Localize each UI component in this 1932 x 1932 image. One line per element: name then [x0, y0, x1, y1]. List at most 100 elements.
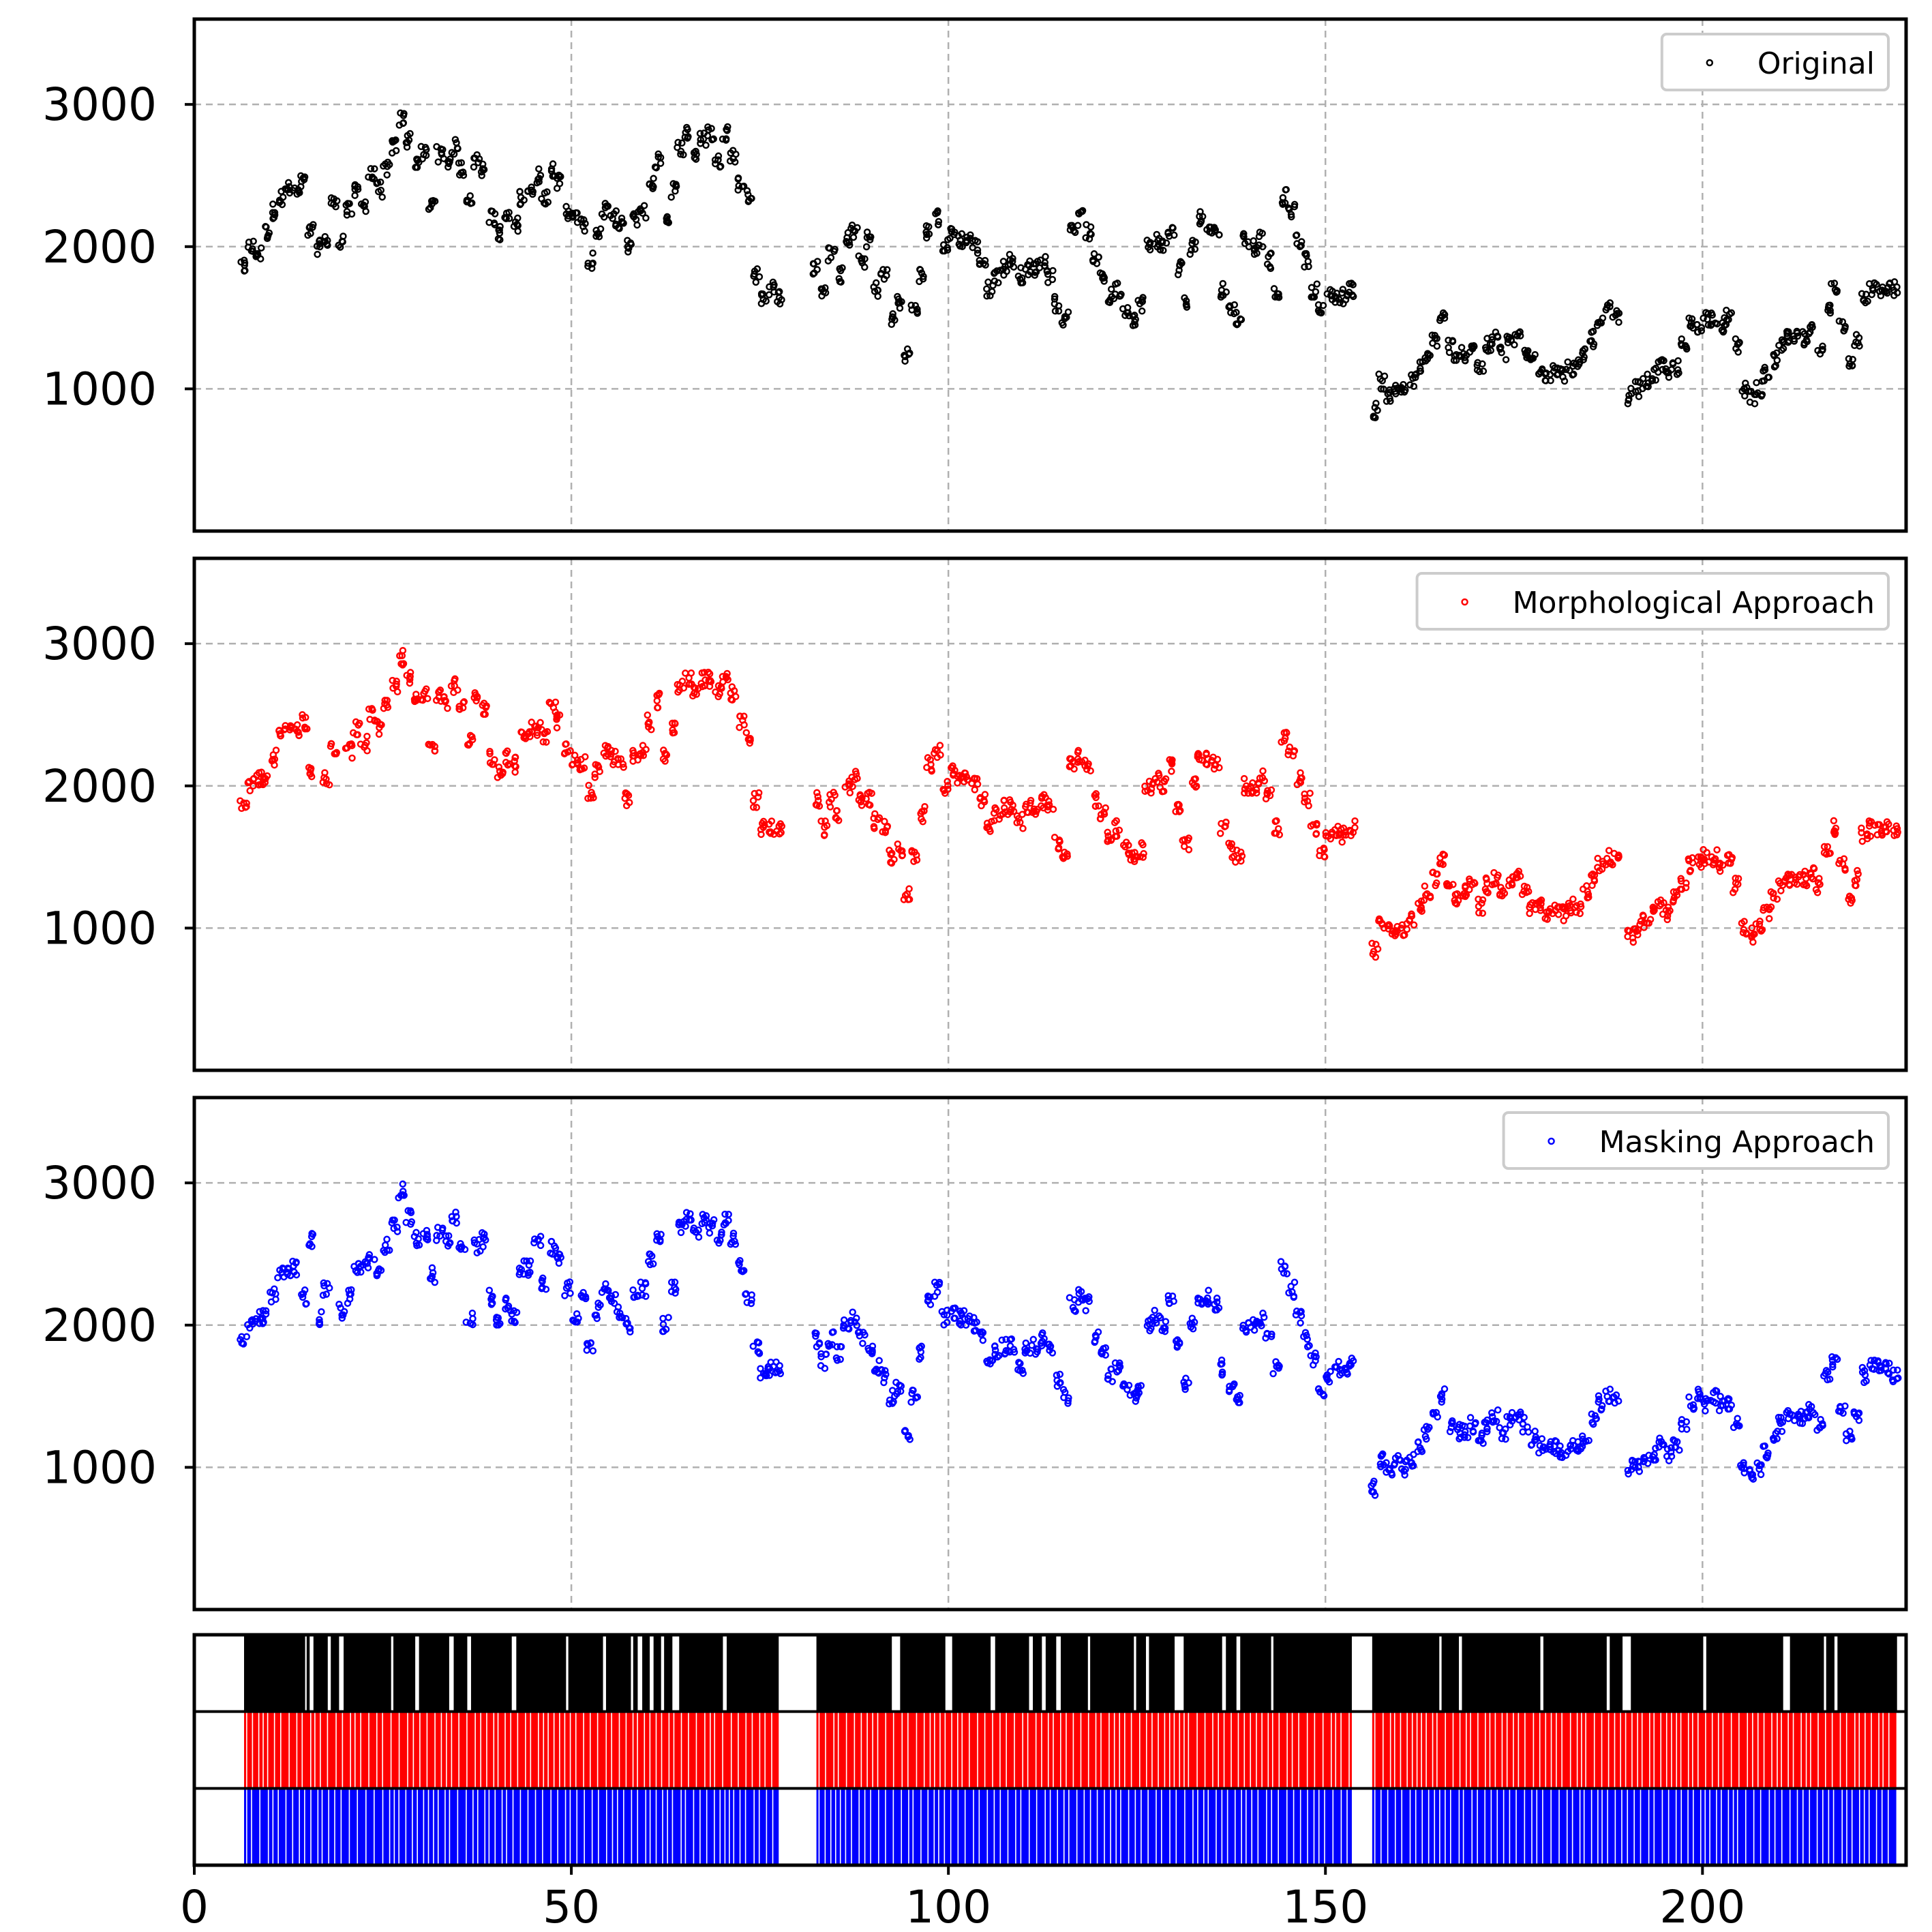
data-point — [1496, 892, 1504, 899]
data-point — [923, 764, 931, 772]
data-point — [1702, 1407, 1709, 1415]
data-point — [1475, 1436, 1482, 1445]
data-point — [1488, 881, 1496, 888]
data-point — [589, 259, 597, 267]
y-tick-label: 2000 — [42, 1299, 157, 1352]
data-point — [304, 231, 312, 239]
data-point — [591, 774, 599, 781]
data-point — [1392, 926, 1400, 935]
data-point — [241, 804, 250, 811]
data-point — [682, 1209, 691, 1216]
event-bar — [306, 1635, 310, 1712]
data-point — [1475, 903, 1483, 910]
data-point — [1558, 365, 1567, 374]
data-point — [1303, 1335, 1311, 1343]
data-point — [420, 690, 427, 697]
data-point — [385, 161, 393, 168]
data-point — [749, 803, 757, 811]
data-point — [1301, 794, 1309, 802]
data-point — [1117, 292, 1124, 300]
event-bar — [1462, 1635, 1541, 1712]
data-point — [1316, 308, 1323, 316]
data-point — [1783, 328, 1791, 335]
data-point — [813, 801, 821, 809]
data-point — [511, 757, 518, 765]
data-point — [1006, 796, 1014, 804]
data-point — [836, 1342, 845, 1350]
data-point — [731, 693, 740, 701]
data-point — [1309, 821, 1317, 828]
data-point — [397, 1192, 405, 1199]
data-point — [1277, 1258, 1285, 1265]
data-point — [1152, 1319, 1160, 1327]
data-point — [642, 1293, 650, 1300]
data-point — [524, 187, 532, 196]
data-point — [269, 215, 277, 222]
data-point — [721, 1210, 729, 1218]
data-point — [1803, 337, 1811, 346]
data-point — [1840, 855, 1848, 862]
data-point — [1186, 250, 1194, 258]
data-point — [1215, 1304, 1223, 1312]
data-point — [480, 166, 488, 173]
data-point — [468, 733, 476, 740]
data-point — [875, 1357, 883, 1365]
data-point — [1508, 1408, 1516, 1417]
data-point — [1526, 354, 1533, 363]
data-point — [1430, 1410, 1437, 1418]
data-point — [1149, 1320, 1156, 1328]
data-point — [1185, 846, 1193, 854]
data-point — [849, 783, 856, 790]
data-point — [632, 215, 640, 224]
data-point — [1713, 846, 1721, 854]
data-point — [1349, 292, 1357, 301]
data-point — [894, 1387, 902, 1395]
event-bar — [1090, 1635, 1134, 1712]
data-point — [1685, 1393, 1693, 1401]
data-point — [923, 230, 931, 239]
data-point — [283, 1268, 290, 1276]
data-point — [1144, 787, 1151, 794]
data-point — [1027, 796, 1035, 804]
data-point — [981, 256, 989, 265]
data-point — [1259, 767, 1267, 775]
data-point — [776, 1370, 785, 1378]
data-point — [881, 817, 888, 826]
data-point — [653, 1237, 661, 1244]
data-point — [954, 779, 961, 787]
data-point — [301, 1286, 309, 1294]
data-point — [858, 257, 865, 265]
data-point — [1276, 1362, 1283, 1370]
data-point — [1024, 260, 1031, 269]
data-point — [1297, 1319, 1304, 1327]
data-point — [348, 1286, 355, 1294]
data-point — [262, 1310, 270, 1318]
data-point — [1241, 789, 1248, 797]
data-point — [1104, 1372, 1112, 1379]
data-point — [1703, 849, 1710, 856]
data-point — [1171, 231, 1178, 239]
data-point — [1854, 1410, 1862, 1418]
data-point — [1375, 370, 1383, 378]
data-point — [1715, 864, 1723, 872]
data-point — [314, 250, 321, 258]
data-point — [1811, 1410, 1819, 1419]
data-point — [1805, 330, 1813, 337]
data-point — [577, 1291, 585, 1299]
data-point — [1640, 1458, 1648, 1466]
data-point — [1205, 1286, 1212, 1295]
data-point — [1852, 881, 1860, 890]
data-point — [534, 1235, 543, 1243]
data-point — [1310, 293, 1318, 301]
data-point — [768, 817, 776, 825]
data-point — [698, 669, 706, 677]
data-point — [561, 749, 569, 757]
x-tick-label: 100 — [905, 1881, 991, 1932]
data-point — [1340, 300, 1347, 307]
data-point — [1765, 915, 1773, 922]
data-point — [960, 1307, 968, 1314]
data-point — [1051, 300, 1059, 307]
data-point — [1535, 370, 1543, 378]
data-point — [1059, 854, 1068, 862]
